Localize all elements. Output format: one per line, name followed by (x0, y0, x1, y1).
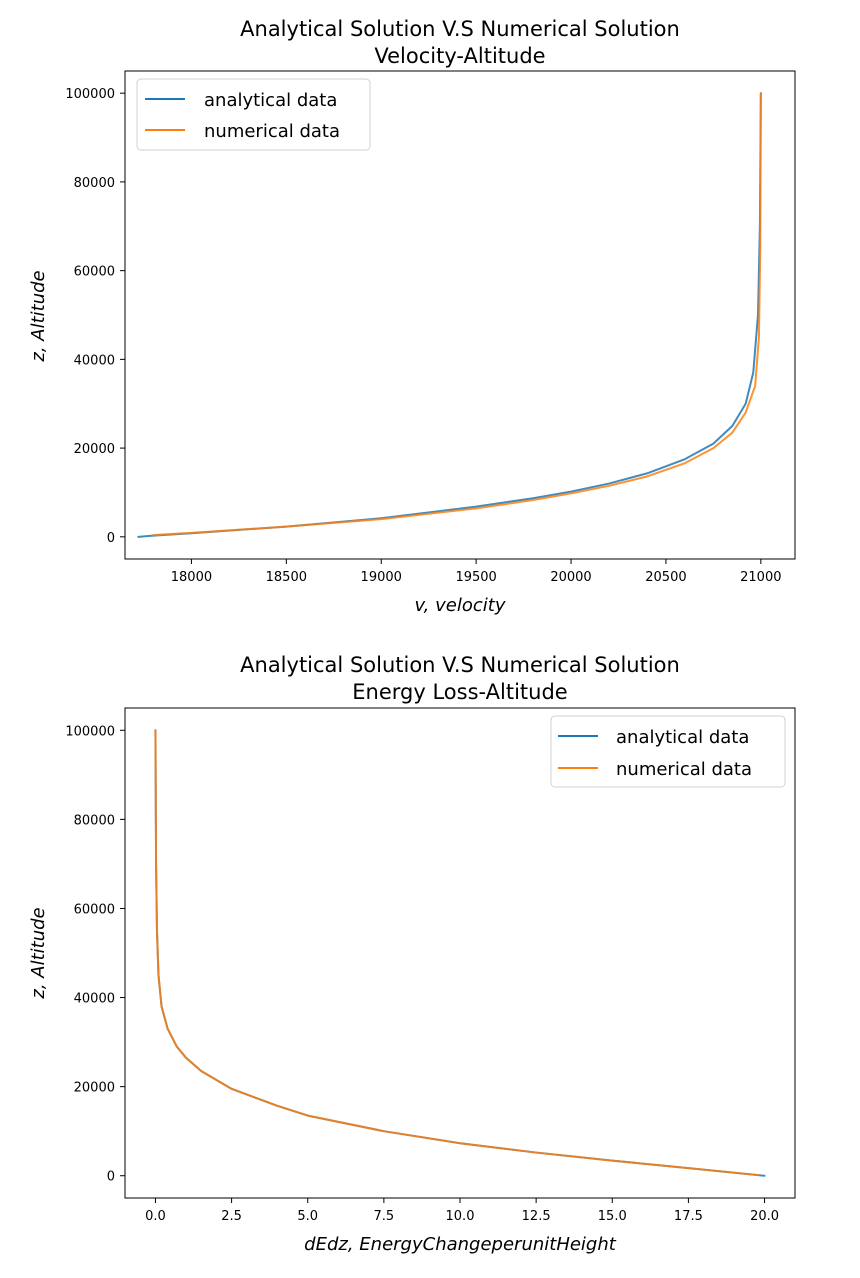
y-tick-label: 60000 (74, 902, 115, 917)
x-tick-label: 21000 (740, 570, 781, 585)
chart-subtitle: Energy Loss-Altitude (352, 680, 567, 704)
y-tick-label: 100000 (65, 87, 115, 102)
x-tick-label: 19500 (455, 570, 496, 585)
chart-title: Analytical Solution V.S Numerical Soluti… (240, 17, 680, 41)
x-tick-label: 20500 (645, 570, 686, 585)
x-tick-label: 5.0 (297, 1209, 318, 1224)
x-tick-label: 7.5 (374, 1209, 395, 1224)
y-tick-label: 0 (107, 531, 115, 546)
series-lines (137, 92, 762, 538)
legend-label-numerical: numerical data (204, 121, 340, 142)
y-tick-label: 80000 (74, 176, 115, 191)
y-axis-label: z, Altitude (28, 907, 49, 999)
legend-box (550, 715, 786, 788)
x-ticks: 18000 18500 19000 19500 20000 20500 21000 (171, 559, 782, 585)
chart-energy-loss-altitude: Analytical Solution V.S Numerical Soluti… (28, 653, 796, 1255)
legend-label-analytical: analytical data (616, 727, 749, 748)
series-line-analytical (154, 729, 766, 1177)
y-tick-label: 40000 (74, 353, 115, 368)
x-tick-label: 20.0 (750, 1209, 779, 1224)
y-tick-label: 20000 (74, 1081, 115, 1096)
chart-title: Analytical Solution V.S Numerical Soluti… (240, 653, 680, 677)
y-tick-label: 0 (107, 1170, 115, 1185)
plot-frame (124, 70, 796, 560)
y-tick-label: 40000 (74, 992, 115, 1007)
y-ticks: 0 20000 40000 60000 80000 100000 (65, 87, 125, 546)
x-axis-label: v, velocity (415, 595, 506, 616)
x-tick-label: 17.5 (674, 1209, 703, 1224)
x-tick-label: 12.5 (522, 1209, 551, 1224)
y-tick-label: 100000 (65, 724, 115, 739)
x-axis-label: dEdz, EnergyChangeperunitHeight (304, 1234, 617, 1255)
x-tick-label: 0.0 (145, 1209, 166, 1224)
series-lines (154, 729, 766, 1177)
series-line-numerical (154, 729, 760, 1177)
legend-box (136, 78, 371, 151)
x-tick-label: 19000 (361, 570, 402, 585)
x-tick-label: 15.0 (598, 1209, 627, 1224)
legend-label-analytical: analytical data (204, 90, 337, 111)
chart-subtitle: Velocity-Altitude (374, 44, 545, 68)
y-tick-label: 60000 (74, 265, 115, 280)
legend: analytical data numerical data (136, 78, 371, 151)
y-tick-label: 80000 (74, 813, 115, 828)
x-tick-label: 20000 (550, 570, 591, 585)
x-tick-label: 18500 (266, 570, 307, 585)
y-axis-label: z, Altitude (28, 270, 49, 362)
series-line-numerical (152, 92, 762, 537)
y-tick-label: 20000 (74, 442, 115, 457)
legend: analytical data numerical data (550, 715, 786, 788)
x-tick-label: 18000 (171, 570, 212, 585)
chart-velocity-altitude: Analytical Solution V.S Numerical Soluti… (28, 17, 796, 616)
x-tick-label: 2.5 (221, 1209, 242, 1224)
x-ticks: 0.0 2.5 5.0 7.5 10.0 12.5 15.0 17.5 20.0 (145, 1198, 779, 1224)
x-tick-label: 10.0 (446, 1209, 475, 1224)
y-ticks: 0 20000 40000 60000 80000 100000 (65, 724, 125, 1185)
legend-label-numerical: numerical data (616, 759, 752, 780)
